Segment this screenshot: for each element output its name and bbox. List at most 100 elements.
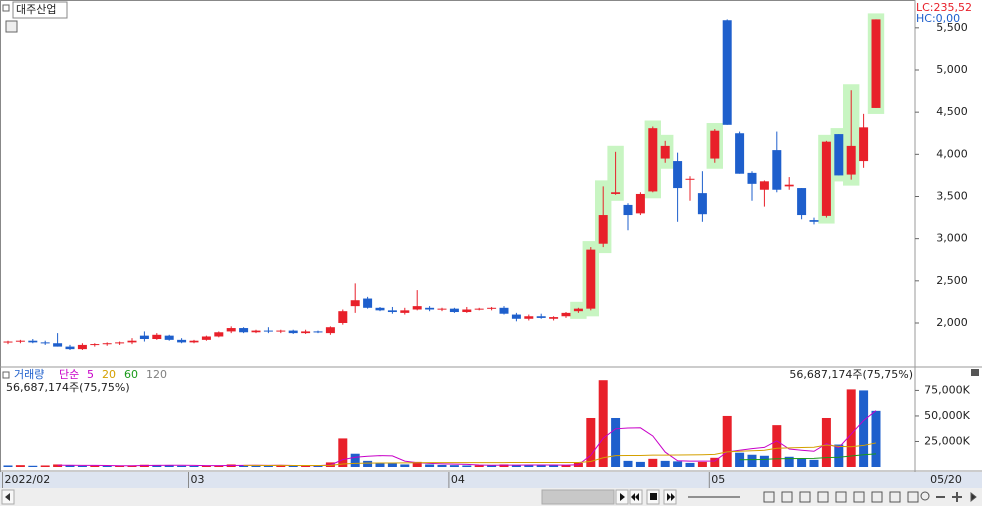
candle-body <box>189 340 199 343</box>
zoom-icon[interactable] <box>920 491 930 501</box>
y-tick-label: 2,500 <box>936 274 968 287</box>
playback-buttons <box>615 489 977 505</box>
y-tick-label: 4,000 <box>936 147 968 160</box>
volume-bar <box>722 415 732 467</box>
volume-bar <box>239 465 249 467</box>
candle-body <box>524 316 534 319</box>
candle-body <box>40 342 50 344</box>
volume-bar <box>251 465 261 467</box>
candle-body <box>412 306 422 310</box>
candle-body <box>499 307 509 314</box>
volume-bar <box>598 380 608 467</box>
candle-body <box>115 342 125 344</box>
panel-button[interactable] <box>971 369 979 376</box>
toolbar <box>0 488 982 506</box>
volume-bar <box>462 465 472 467</box>
volume-bar <box>102 465 112 467</box>
y-tick-label: 3,000 <box>936 232 968 245</box>
volume-bar <box>77 465 87 467</box>
volume-bar <box>759 455 769 467</box>
volume-bar <box>350 453 360 467</box>
y-tick-label: 5,000 <box>936 63 968 76</box>
x-tick-label: 05 <box>711 473 725 486</box>
candle-body <box>214 332 224 337</box>
grid-icon[interactable] <box>5 20 18 33</box>
volume-bar <box>549 465 559 467</box>
volume-bar <box>276 465 286 467</box>
ma-legend: 120 <box>146 368 167 381</box>
candle-body <box>611 192 621 194</box>
candle-body <box>65 346 75 350</box>
volume-bar <box>115 465 125 467</box>
candle-body <box>462 309 472 313</box>
volume-bar <box>387 463 397 467</box>
volume-bar <box>53 464 63 467</box>
volume-bar <box>90 465 100 467</box>
y-tick-label: 50,000K <box>924 409 970 422</box>
volume-bar <box>474 465 484 467</box>
candle-body <box>313 331 323 333</box>
candle-body <box>127 340 137 343</box>
candle-body <box>387 310 397 313</box>
candle-body <box>660 145 670 159</box>
candle-body <box>400 310 410 313</box>
volume-bar <box>846 389 856 467</box>
candle-body <box>375 307 385 311</box>
candle-body <box>177 339 187 343</box>
hc-label: HC:0,00 <box>916 12 960 25</box>
volume-bar <box>635 461 645 467</box>
volume-bar <box>697 461 707 467</box>
icon[interactable] <box>835 491 847 503</box>
plus-icon[interactable] <box>952 492 962 502</box>
volume-bar <box>735 452 745 467</box>
last-date: 05/20 <box>930 473 962 486</box>
tool-icons <box>763 491 977 503</box>
candle-body <box>201 336 211 340</box>
y-tick-label: 3,500 <box>936 189 968 202</box>
y-tick-label: 2,000 <box>936 316 968 329</box>
candle-body <box>871 19 881 108</box>
volume-bar <box>511 464 521 467</box>
volume-bar <box>28 465 38 467</box>
panel-icon[interactable] <box>2 4 10 12</box>
candle-body <box>3 341 13 343</box>
candle-body <box>759 181 769 190</box>
candle-body <box>301 331 311 334</box>
volume-bar <box>65 465 75 467</box>
candle-body <box>325 327 335 334</box>
volume-bar <box>313 465 323 467</box>
icon[interactable] <box>817 491 829 503</box>
x-axis-band <box>0 472 982 488</box>
icon[interactable] <box>763 491 775 503</box>
candle-body <box>784 184 794 187</box>
x-tick-label: 03 <box>191 473 205 486</box>
candle-body <box>363 298 373 308</box>
candle-body <box>338 311 348 323</box>
icon[interactable] <box>907 491 919 503</box>
y-tick-label: 5,500 <box>936 21 968 34</box>
candle-body <box>673 161 683 189</box>
volume-bar <box>809 459 819 467</box>
candle-body <box>276 330 286 332</box>
scroll-thumb[interactable] <box>541 489 615 505</box>
volume-bar <box>772 425 782 467</box>
icon[interactable] <box>799 491 811 503</box>
volume-summary: 56,687,174주(75,75%) <box>6 381 130 394</box>
volume-bar <box>623 460 633 467</box>
icon[interactable] <box>889 491 901 503</box>
icon[interactable] <box>853 491 865 503</box>
candle-body <box>797 188 807 216</box>
volume-bar <box>3 465 13 467</box>
ma-legend: 60 <box>124 368 138 381</box>
volume-summary-right: 56,687,174주(75,75%) <box>789 368 913 381</box>
candle-body <box>809 220 819 222</box>
candle-body <box>437 308 447 310</box>
icon[interactable] <box>871 491 883 503</box>
candle-body <box>561 312 571 317</box>
panel-icon[interactable] <box>2 371 10 379</box>
volume-bar <box>747 454 757 467</box>
icon[interactable] <box>781 491 793 503</box>
scroll-right[interactable] <box>970 491 977 503</box>
y-tick-label: 75,000K <box>924 383 970 396</box>
volume-bar <box>288 465 298 467</box>
